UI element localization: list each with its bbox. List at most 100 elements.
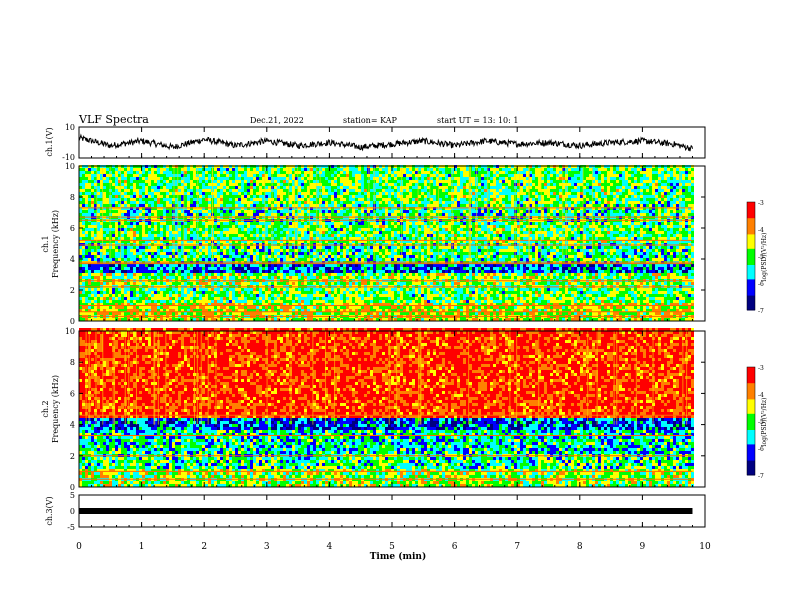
ch1-spectrogram-cell: [145, 276, 148, 279]
ch1-spectrogram-cell: [499, 276, 502, 279]
ch1-spectrogram-cell: [613, 258, 616, 261]
ch1-spectrogram-cell: [673, 252, 676, 255]
ch1-spectrogram-cell: [595, 294, 598, 297]
ch1-spectrogram-cell: [571, 267, 574, 270]
ch1-spectrogram-cell: [82, 306, 85, 309]
ch1-spectrogram-cell: [508, 297, 511, 300]
ch1-spectrogram-cell: [646, 282, 649, 285]
ch1-spectrogram-cell: [100, 264, 103, 267]
ch1-spectrogram-cell: [586, 297, 589, 300]
ch1-spectrogram-cell: [664, 249, 667, 252]
ch1-spectrogram-cell: [370, 249, 373, 252]
ch1-spectrogram-cell: [634, 294, 637, 297]
ch1-spectrogram-cell: [103, 306, 106, 309]
ch1-spectrogram-cell: [178, 270, 181, 273]
ch1-spectrogram-cell: [496, 282, 499, 285]
ch1-spectrogram-cell: [361, 267, 364, 270]
ch1-spectrogram-cell: [253, 255, 256, 258]
ch1-spectrogram-cell: [172, 249, 175, 252]
ch1-spectrogram-cell: [550, 312, 553, 315]
ch1-spectrogram-cell: [394, 312, 397, 315]
ch1-spectrogram-cell: [631, 264, 634, 267]
ch1-spectrogram-cell: [622, 300, 625, 303]
ch1-spectrogram-cell: [454, 270, 457, 273]
ch1-spectrogram-cell: [322, 273, 325, 276]
ch1-spectrogram-cell: [316, 312, 319, 315]
ch1-spectrogram-cell: [580, 294, 583, 297]
ch1-spectrogram-cell: [262, 288, 265, 291]
ch1-spectrogram-cell: [253, 276, 256, 279]
ch1-spectrogram-cell: [298, 276, 301, 279]
ch1-spectrogram-cell: [376, 276, 379, 279]
ch1-spectrogram-cell: [514, 294, 517, 297]
ch1-spectrogram-cell: [631, 297, 634, 300]
ch1-spectrogram-cell: [232, 258, 235, 261]
ch1-spectrogram-cell: [82, 297, 85, 300]
ch1-spectrogram-cell: [463, 273, 466, 276]
ch1-spectrogram-cell: [88, 282, 91, 285]
ch1-spectrogram-cell: [481, 255, 484, 258]
ch1-spectrogram-cell: [247, 276, 250, 279]
ch1-spectrogram-cell: [121, 267, 124, 270]
ch1-spectrogram-cell: [691, 258, 694, 261]
ch1-spectrogram-cell: [112, 246, 115, 249]
ch1-spectrogram-cell: [562, 300, 565, 303]
ch1-spectrogram-cell: [613, 270, 616, 273]
ch1-spectrogram-cell: [304, 288, 307, 291]
ch1-spectrogram-cell: [556, 255, 559, 258]
ch1-spectrogram-cell: [124, 282, 127, 285]
ch1-spectrogram-cell: [259, 255, 262, 258]
ch1-spectrogram-cell: [115, 246, 118, 249]
ch1-spectrogram-cell: [301, 270, 304, 273]
ch1-spectrogram-cell: [670, 297, 673, 300]
ch1-spectrogram-cell: [661, 306, 664, 309]
ch1-spectrogram-cell: [661, 255, 664, 258]
ch1-spectrogram-cell: [337, 270, 340, 273]
ch1-spectrogram-cell: [241, 288, 244, 291]
ch1-spectrogram-cell: [220, 276, 223, 279]
ch1-spectrogram-cell: [658, 249, 661, 252]
ch1-spectrogram-cell: [382, 312, 385, 315]
ch1-spectrogram-cell: [448, 291, 451, 294]
ch1-spectrogram-cell: [325, 297, 328, 300]
ch1-spectrogram-cell: [535, 273, 538, 276]
ch1-spectrogram-cell: [319, 270, 322, 273]
ch1-spectrogram-cell: [643, 264, 646, 267]
ch1-spectrogram-cell: [574, 297, 577, 300]
ch1-spectrogram-cell: [508, 252, 511, 255]
ch1-spectrogram-cell: [349, 264, 352, 267]
ch1-spectrogram-cell: [145, 288, 148, 291]
ch1-spectrogram-cell: [676, 249, 679, 252]
ch1-spectrogram-cell: [217, 300, 220, 303]
ch1-spectrogram-cell: [283, 258, 286, 261]
ch1-spectrogram-cell: [322, 267, 325, 270]
ch1-spectrogram-cell: [466, 312, 469, 315]
ch1-spectrogram-cell: [271, 264, 274, 267]
ch1-spectrogram-cell: [334, 300, 337, 303]
ch1-spectrogram-cell: [220, 252, 223, 255]
ch1-spectrogram-cell: [166, 282, 169, 285]
ch1-spectrogram-cell: [166, 273, 169, 276]
ch1-spectrogram-cell: [217, 312, 220, 315]
ch1-spectrogram-cell: [157, 288, 160, 291]
ch1-spectrogram-cell: [346, 249, 349, 252]
ch1-spectrogram-cell: [379, 294, 382, 297]
ch1-spectrogram-cell: [394, 264, 397, 267]
ch1-spectrogram-cell: [223, 252, 226, 255]
ch1-spectrogram-cell: [178, 282, 181, 285]
ch1-spectrogram-cell: [496, 264, 499, 267]
ch1-spectrogram-cell: [628, 267, 631, 270]
ch1-spectrogram-cell: [448, 249, 451, 252]
ch1-spectrogram-cell: [532, 306, 535, 309]
ch1-spectrogram-cell: [679, 270, 682, 273]
ch1-spectrogram-cell: [202, 273, 205, 276]
ch1-spectrogram-cell: [259, 306, 262, 309]
ch1-spectrogram-cell: [346, 255, 349, 258]
ch1-spectrogram-cell: [145, 267, 148, 270]
ch1-spectrogram-cell: [331, 297, 334, 300]
ch1-spectrogram-cell: [607, 294, 610, 297]
ch1-spectrogram-cell: [199, 255, 202, 258]
ch1-spectrogram-cell: [139, 282, 142, 285]
ch1-spectrogram-cell: [622, 255, 625, 258]
ch1-spectrogram-cell: [349, 249, 352, 252]
